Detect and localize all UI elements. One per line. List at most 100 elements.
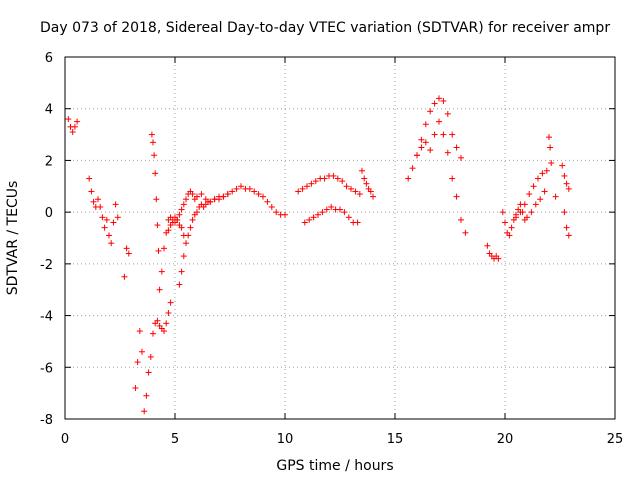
data-point: [537, 196, 544, 203]
data-series-segment-11: [405, 95, 464, 182]
data-point: [180, 253, 187, 260]
data-point: [548, 160, 555, 167]
data-point: [123, 245, 130, 252]
x-tick-label: 5: [171, 432, 179, 447]
data-point: [125, 250, 132, 257]
data-point: [427, 147, 434, 154]
data-point: [150, 139, 156, 146]
data-point: [151, 152, 158, 159]
data-point: [563, 180, 570, 187]
data-point: [528, 209, 535, 216]
data-point: [148, 131, 155, 138]
data-point: [444, 149, 451, 156]
data-series-segment-1: [86, 175, 121, 247]
data-point: [559, 162, 566, 169]
data-point: [526, 191, 533, 198]
data-point: [156, 286, 163, 293]
data-point: [69, 128, 76, 135]
data-point: [418, 144, 425, 151]
data-point: [229, 188, 236, 195]
data-point: [508, 224, 515, 231]
data-point: [535, 175, 541, 182]
data-point: [506, 232, 513, 239]
data-point: [167, 299, 174, 306]
data-point: [187, 224, 194, 231]
data-point: [462, 229, 469, 236]
y-tick-label: 2: [45, 154, 53, 169]
data-point: [114, 214, 121, 221]
data-point: [552, 193, 559, 200]
x-tick-label: 0: [61, 432, 69, 447]
y-tick-label: -2: [40, 258, 53, 273]
data-point: [541, 188, 548, 195]
data-point: [176, 281, 183, 288]
data-point: [65, 116, 72, 123]
data-point: [165, 309, 172, 316]
data-series-segment-8: [295, 172, 363, 198]
data-point: [499, 209, 506, 216]
data-point: [449, 175, 456, 182]
data-point: [141, 408, 148, 415]
data-point: [99, 214, 106, 221]
data-point: [431, 100, 438, 107]
data-point: [427, 108, 434, 115]
data-point: [101, 224, 108, 231]
data-point: [189, 191, 196, 198]
data-point: [348, 185, 354, 192]
data-point: [543, 167, 550, 174]
data-point: [167, 222, 174, 229]
data-point: [145, 369, 152, 376]
data-point: [449, 131, 456, 138]
data-point: [295, 188, 302, 195]
data-point: [524, 214, 530, 221]
data-series-segment-7: [176, 191, 231, 288]
data-point: [260, 193, 266, 200]
data-point: [328, 203, 335, 210]
data-points: [65, 95, 572, 415]
data-series-segment-3: [132, 299, 174, 415]
data-point: [255, 191, 262, 198]
data-point: [194, 193, 200, 200]
data-point: [431, 131, 438, 138]
data-point: [341, 209, 348, 216]
data-point: [136, 328, 143, 335]
y-tick-label: -8: [40, 413, 53, 428]
data-point: [165, 227, 172, 234]
axis-ticks: 0 5 10 15 20 25 -8 -6 -4 -2 0 2 4 6: [40, 51, 623, 447]
data-point: [561, 172, 568, 179]
y-axis-label: SDTVAR / TECUs: [5, 181, 21, 296]
data-point: [330, 172, 337, 179]
data-point: [321, 175, 328, 182]
data-point: [306, 216, 313, 223]
data-point: [103, 216, 110, 223]
data-series-segment-4: [148, 131, 162, 254]
data-point: [106, 232, 112, 239]
data-series-segment-18: [559, 162, 572, 239]
data-point: [359, 167, 365, 174]
data-point: [458, 216, 464, 223]
data-point: [495, 255, 502, 262]
data-point: [273, 209, 280, 216]
data-point: [312, 178, 319, 185]
data-point: [337, 206, 343, 213]
data-point: [178, 224, 185, 231]
data-point: [178, 268, 185, 275]
data-point: [304, 183, 310, 190]
data-point: [176, 211, 183, 218]
data-point: [319, 209, 326, 216]
data-point: [121, 273, 128, 280]
data-point: [502, 219, 508, 226]
data-point: [90, 198, 97, 205]
data-point: [183, 240, 189, 247]
plot-frame: [64, 56, 616, 420]
data-series-segment-6: [165, 183, 288, 234]
data-point: [207, 198, 214, 205]
x-tick-label: 10: [277, 432, 294, 447]
data-point: [453, 193, 460, 200]
data-series-segment-10: [359, 167, 376, 200]
data-point: [565, 185, 572, 192]
data-point: [211, 196, 218, 203]
data-point: [409, 165, 416, 172]
data-series-segment-15: [513, 167, 550, 221]
